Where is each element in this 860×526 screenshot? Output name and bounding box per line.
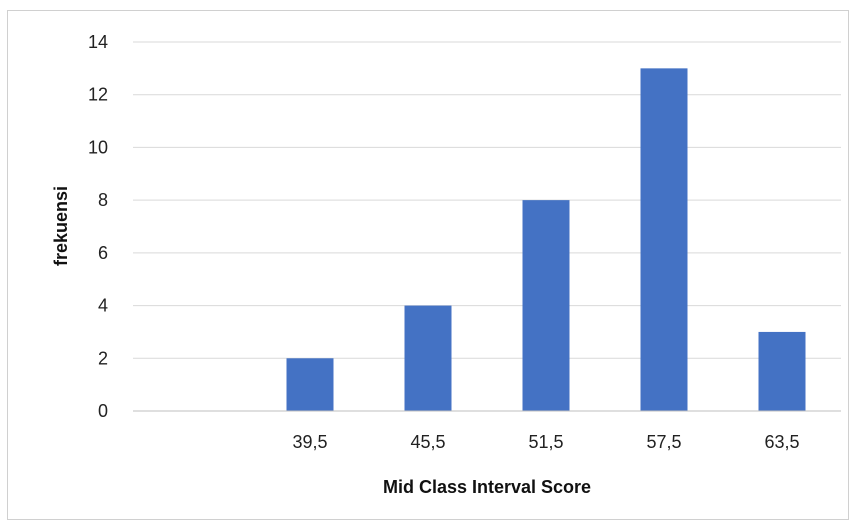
x-axis-title: Mid Class Interval Score bbox=[383, 477, 591, 497]
y-tick-label: 0 bbox=[98, 401, 108, 421]
bar-51-5 bbox=[522, 200, 570, 411]
y-tick-label: 10 bbox=[88, 137, 108, 157]
x-tick-label: 39,5 bbox=[292, 432, 327, 452]
y-tick-label: 4 bbox=[98, 296, 108, 316]
bar-45-5 bbox=[404, 305, 452, 411]
y-axis-title: frekuensi bbox=[51, 186, 71, 266]
bar-57-5 bbox=[640, 68, 688, 411]
y-tick-label: 8 bbox=[98, 190, 108, 210]
bar-39-5 bbox=[286, 358, 334, 411]
gridlines bbox=[133, 41, 841, 412]
y-tick-labels: 0 2 4 6 8 10 12 14 bbox=[88, 32, 108, 421]
bar-63-5 bbox=[758, 331, 806, 411]
y-tick-label: 6 bbox=[98, 243, 108, 263]
x-tick-label: 51,5 bbox=[528, 432, 563, 452]
bars bbox=[286, 68, 806, 411]
x-tick-label: 57,5 bbox=[646, 432, 681, 452]
x-tick-label: 63,5 bbox=[764, 432, 799, 452]
y-tick-label: 2 bbox=[98, 348, 108, 368]
x-tick-label: 45,5 bbox=[410, 432, 445, 452]
y-tick-label: 14 bbox=[88, 32, 108, 52]
y-tick-label: 12 bbox=[88, 85, 108, 105]
x-tick-labels: 39,5 45,5 51,5 57,5 63,5 bbox=[292, 432, 799, 452]
